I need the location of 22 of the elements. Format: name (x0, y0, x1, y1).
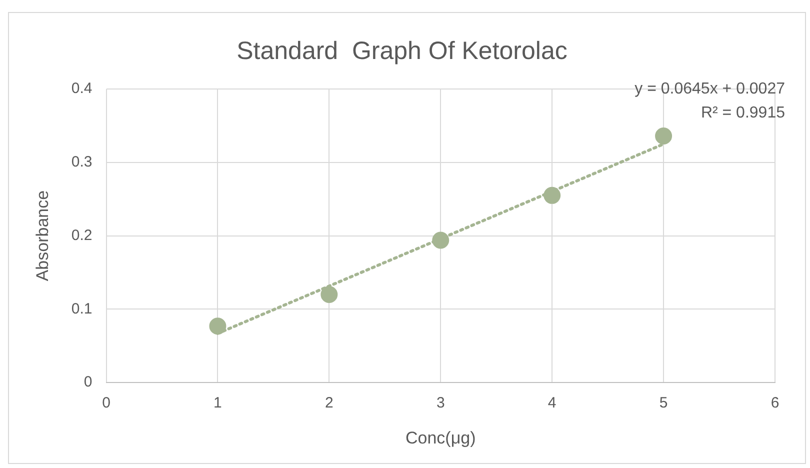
y-tick-label: 0.2 (71, 226, 92, 244)
x-tick-label: 0 (102, 394, 110, 412)
y-tick-label: 0.3 (71, 154, 92, 171)
x-tick-label: 4 (548, 394, 556, 412)
y-tick-label: 0.4 (71, 80, 92, 98)
y-tick-label: 0.1 (71, 300, 92, 318)
point (544, 186, 561, 204)
chart-title: Standard Graph Of Ketorolac (236, 36, 568, 65)
point (655, 127, 672, 144)
x-tick-label: 2 (324, 394, 334, 412)
x-axis-title: Conc(μg) (405, 428, 476, 448)
point (432, 232, 450, 249)
annotation: R² = 0.9915 (700, 104, 786, 122)
point (209, 318, 226, 335)
x-tick-label: 1 (214, 394, 222, 412)
y-tick-label: 0 (84, 374, 92, 391)
annotation: y = 0.0645x + 0.0027 (634, 80, 786, 98)
x-tick-label: 5 (659, 394, 668, 412)
point (320, 286, 338, 304)
x-tick-label: 6 (770, 394, 780, 412)
y-axis-title: Absorbance (32, 190, 52, 282)
x-tick-label: 3 (436, 394, 445, 412)
